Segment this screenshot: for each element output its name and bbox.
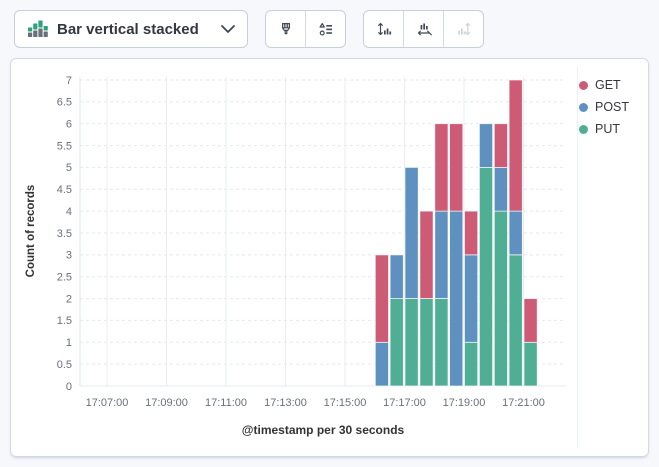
bar-segment-post[interactable]: [449, 210, 464, 387]
left-axis-button[interactable]: [364, 11, 404, 47]
bar-segment-get[interactable]: [449, 123, 464, 212]
x-tick-label: 17:07:00: [86, 397, 129, 409]
bar-segment-post[interactable]: [508, 210, 523, 256]
y-axis-title: Count of records: [25, 184, 37, 278]
bar-segment-put[interactable]: [434, 298, 449, 387]
value-labels-button[interactable]: [306, 11, 345, 47]
bar-segment-post[interactable]: [464, 254, 479, 343]
visual-options-button[interactable]: [266, 11, 306, 47]
y-tick-label: 7: [66, 75, 72, 87]
bar-segment-post[interactable]: [374, 341, 389, 387]
vertical-axis-icon: [376, 21, 392, 37]
legend-label: GET: [595, 78, 621, 92]
bar-segment-put[interactable]: [404, 298, 419, 387]
legend-item-put[interactable]: PUT: [579, 118, 629, 140]
y-tick-label: 0.5: [57, 359, 72, 371]
y-tick-label: 2: [66, 293, 72, 305]
bar-segment-get[interactable]: [523, 298, 538, 343]
y-tick-label: 3.5: [57, 228, 72, 240]
bar-segment-get[interactable]: [434, 123, 449, 212]
chevron-down-icon: [221, 25, 235, 33]
bar-segment-get[interactable]: [374, 254, 389, 343]
y-tick-label: 4: [66, 206, 72, 218]
bar-segment-get[interactable]: [419, 210, 434, 299]
list-shapes-icon: [318, 21, 334, 37]
chart-legend: GET POST PUT: [579, 74, 629, 140]
bar-segment-put[interactable]: [493, 210, 508, 387]
bar-segment-post[interactable]: [404, 166, 419, 299]
bar-segment-get[interactable]: [464, 210, 479, 256]
bar-segment-get[interactable]: [493, 123, 508, 168]
x-tick-label: 17:21:00: [502, 397, 545, 409]
y-tick-label: 4.5: [57, 184, 72, 196]
bar-segment-post[interactable]: [434, 210, 449, 299]
legend-label: PUT: [595, 122, 620, 136]
y-tick-label: 5: [66, 162, 72, 174]
y-tick-label: 6: [66, 119, 72, 131]
legend-dot-icon: [579, 80, 588, 90]
bar-segment-post[interactable]: [389, 254, 404, 299]
chart-toolbar: Bar vertical stacked: [0, 0, 659, 58]
bar-segment-put[interactable]: [464, 341, 479, 387]
legend-label: POST: [595, 100, 630, 114]
right-axis-button[interactable]: [444, 11, 483, 47]
y-tick-label: 1: [66, 337, 72, 349]
bar-segment-put[interactable]: [508, 254, 523, 387]
x-tick-label: 17:17:00: [383, 397, 426, 409]
legend-dot-icon: [579, 124, 588, 134]
legend-item-get[interactable]: GET: [579, 74, 629, 96]
x-tick-label: 17:09:00: [145, 397, 188, 409]
axes-button-group: [363, 10, 484, 48]
y-tick-label: 3: [66, 250, 72, 262]
bar-segment-put[interactable]: [419, 298, 434, 387]
bar-segment-post[interactable]: [493, 166, 508, 212]
bar-segment-post[interactable]: [478, 123, 493, 168]
y-tick-label: 0: [66, 381, 72, 393]
bar-segment-put[interactable]: [523, 341, 538, 387]
style-button-group: [265, 10, 346, 48]
x-tick-label: 17:13:00: [264, 397, 307, 409]
x-tick-label: 17:19:00: [443, 397, 486, 409]
chart-panel: [10, 58, 649, 457]
bar-vertical-stacked-icon: [27, 18, 49, 40]
chart-type-label: Bar vertical stacked: [57, 20, 199, 38]
y-tick-label: 5.5: [57, 140, 72, 152]
right-axis-icon: [456, 21, 472, 37]
x-axis-title: @timestamp per 30 seconds: [241, 423, 405, 437]
y-tick-label: 1.5: [57, 315, 72, 327]
chart-type-dropdown[interactable]: Bar vertical stacked: [14, 10, 248, 48]
bottom-axis-button[interactable]: [404, 11, 444, 47]
bar-segment-put[interactable]: [478, 166, 493, 387]
legend-dot-icon: [579, 102, 588, 112]
paintbrush-icon: [278, 21, 294, 37]
x-tick-label: 17:15:00: [324, 397, 367, 409]
bar-segment-put[interactable]: [389, 298, 404, 387]
y-tick-label: 2.5: [57, 272, 72, 284]
y-tick-label: 6.5: [57, 97, 72, 109]
x-tick-label: 17:11:00: [205, 397, 247, 409]
legend-item-post[interactable]: POST: [579, 96, 629, 118]
horizontal-axis-icon: [416, 21, 432, 37]
bar-segment-get[interactable]: [508, 79, 523, 212]
